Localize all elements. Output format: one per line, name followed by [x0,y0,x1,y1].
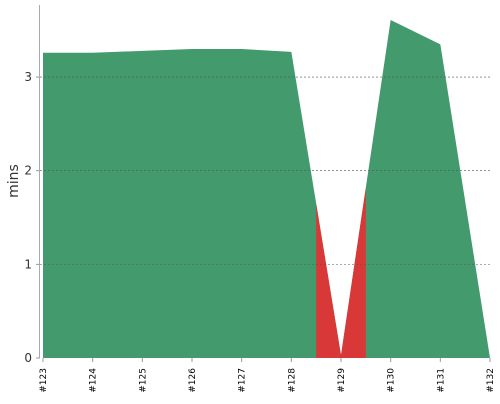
y-axis-label: mins [6,164,22,198]
y-tick-label: 3 [24,70,32,84]
x-tick-label: #131 [436,368,446,393]
x-tick-label: #123 [39,368,49,393]
x-tick-label: #127 [238,368,248,393]
x-tick-label: #126 [188,368,198,393]
x-tick-label: #129 [337,368,347,393]
x-tick-label: #124 [89,368,99,393]
area-failure [316,187,366,358]
y-tick-label: 2 [24,164,32,178]
x-tick-label: #125 [138,368,148,393]
y-tick-label: 0 [24,351,32,365]
y-tick-label: 1 [24,257,32,271]
area-success [43,19,490,358]
x-tick-label: #130 [387,368,397,393]
x-tick-label: #128 [287,368,297,393]
x-tick-label: #132 [486,368,496,393]
